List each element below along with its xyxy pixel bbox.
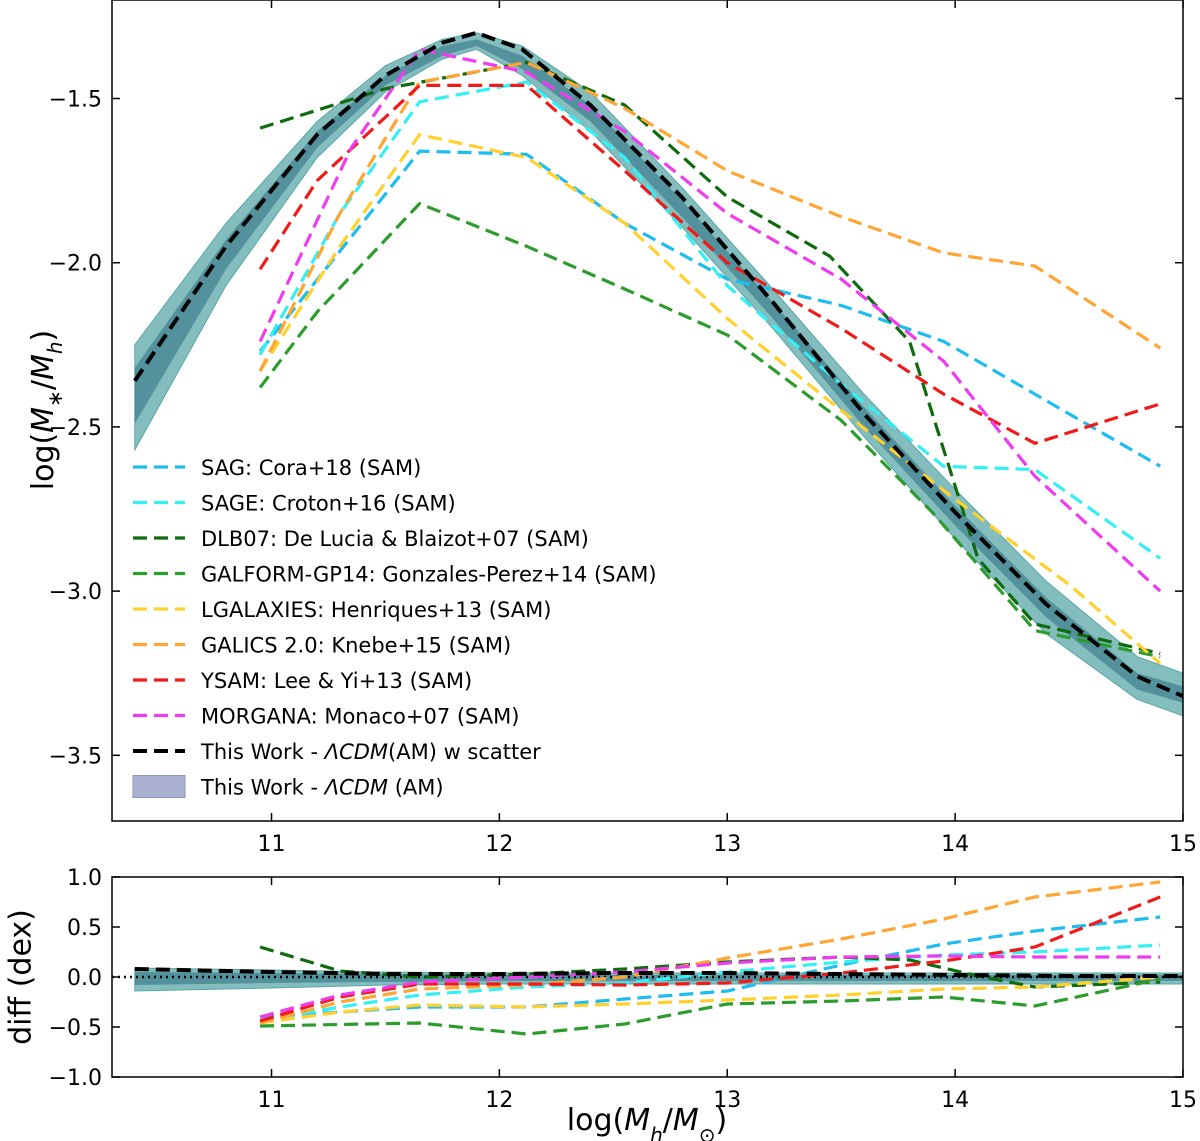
main-series-morgana-monaco-07-sam	[258, 47, 1162, 593]
main-band-outer	[134, 32, 1183, 717]
main-series-lgalaxies-henriques-13-sam	[258, 132, 1162, 665]
legend-label: LGALAXIES: Henriques+13 (SAM)	[201, 598, 551, 622]
diff-xtick-label: 11	[258, 1088, 286, 1113]
main-ytick-label: −1.5	[49, 88, 102, 113]
diff-ytick-label: 1.0	[67, 866, 102, 891]
main-xtick-label: 15	[1169, 832, 1197, 857]
legend-band-swatch	[132, 775, 186, 798]
legend-item-dlb07-de-lucia-blaizot-07-sam: DLB07: De Lucia & Blaizot+07 (SAM)	[133, 527, 589, 551]
diff-ticks: 11 12 13 14 15 1.0 0.5 0.0 −0.5 −1.0	[49, 866, 1197, 1113]
main-ytick-label: −3.5	[49, 744, 102, 769]
main-panel: 11 12 13 14 15 −1.5 −2.0 −2.5 −3.0 −3.5 log(M∗/Mh…	[26, 0, 1197, 857]
main-series-galics-2-0-knebe-15-sam	[258, 60, 1162, 372]
diff-x-axis-label: log(Mh/M⊙)	[567, 1103, 728, 1141]
main-ticks: 11 12 13 14 15 −1.5 −2.0 −2.5 −3.0 −3.5	[49, 0, 1197, 857]
legend-item-lgalaxies-henriques-13-sam: LGALAXIES: Henriques+13 (SAM)	[133, 598, 551, 622]
main-band	[134, 32, 1183, 717]
legend-label: DLB07: De Lucia & Blaizot+07 (SAM)	[201, 527, 589, 551]
main-ytick-label: −2.0	[49, 252, 102, 277]
legend-label: GALICS 2.0: Knebe+15 (SAM)	[201, 634, 511, 658]
diff-panel: 11 12 13 14 15 1.0 0.5 0.0 −0.5 −1.0 diff (dex) l…	[4, 866, 1198, 1141]
diff-series-galform-gp14-gonzales-perez-14-sam	[260, 977, 1161, 1036]
legend-item-band: This Work - ΛCDM (AM)	[132, 775, 444, 800]
main-series-sage-croton-16-sam	[258, 80, 1162, 560]
diff-ytick-label: −0.5	[49, 1016, 102, 1041]
diff-xtick-label: 12	[485, 1088, 513, 1113]
legend-item-this-work-cdm-am-w-scatter: This Work - ΛCDM(AM) w scatter	[133, 740, 541, 764]
main-xtick-label: 12	[485, 832, 513, 857]
legend-label: YSAM: Lee & Yi+13 (SAM)	[200, 669, 472, 693]
diff-series-morgana-monaco-07-sam	[259, 954, 1161, 1019]
main-series-dlb07-de-lucia-blaizot-07-sam	[259, 60, 1161, 656]
legend-item-ysam-lee-yi-13-sam: YSAM: Lee & Yi+13 (SAM)	[133, 669, 472, 693]
diff-xtick-label: 13	[713, 1088, 741, 1113]
legend-label: This Work - ΛCDM (AM)	[200, 776, 444, 800]
main-ytick-label: −3.0	[49, 580, 102, 605]
diff-series-this-work-cdm-am-w-scatter	[134, 967, 1183, 978]
legend-item-morgana-monaco-07-sam: MORGANA: Monaco+07 (SAM)	[133, 705, 519, 729]
legend-item-galics-2-0-knebe-15-sam: GALICS 2.0: Knebe+15 (SAM)	[133, 634, 511, 658]
diff-ytick-label: −1.0	[49, 1066, 102, 1091]
main-series	[133, 30, 1183, 699]
main-y-axis-label: log(M∗/Mh)	[26, 330, 67, 491]
diff-series-ysam-lee-yi-13-sam	[259, 895, 1161, 1023]
main-xtick-label: 14	[941, 832, 969, 857]
legend-label: GALFORM-GP14: Gonzales-Perez+14 (SAM)	[201, 563, 657, 587]
diff-y-axis-label: diff (dex)	[4, 909, 39, 1045]
main-series-sag-cora-18-sam	[258, 149, 1161, 468]
legend-label: SAGE: Croton+16 (SAM)	[201, 492, 456, 516]
diff-ytick-label: 0.0	[67, 966, 102, 991]
diff-xtick-label: 14	[941, 1088, 969, 1113]
diff-series	[134, 880, 1183, 1036]
diff-xtick-label: 15	[1169, 1088, 1197, 1113]
legend-item-galform-gp14-gonzales-perez-14-sam: GALFORM-GP14: Gonzales-Perez+14 (SAM)	[133, 563, 657, 587]
main-xtick-label: 11	[258, 832, 286, 857]
diff-ytick-label: 0.5	[67, 916, 102, 941]
main-xtick-label: 13	[713, 832, 741, 857]
legend-label: MORGANA: Monaco+07 (SAM)	[201, 705, 519, 729]
main-band-inner	[134, 39, 1183, 703]
legend-item-sag-cora-18-sam: SAG: Cora+18 (SAM)	[133, 456, 421, 480]
main-ytick-label: −2.5	[49, 416, 102, 441]
legend-item-sage-croton-16-sam: SAGE: Croton+16 (SAM)	[133, 492, 456, 516]
main-series-ysam-lee-yi-13-sam	[258, 83, 1161, 446]
main-series-this-work-cdm-am-w-scatter	[133, 30, 1183, 699]
legend-label: SAG: Cora+18 (SAM)	[201, 456, 421, 480]
main-series-galform-gp14-gonzales-perez-14-sam	[258, 201, 1161, 659]
legend: SAG: Cora+18 (SAM) SAGE: Croton+16 (SAM) D…	[132, 456, 657, 800]
main-axes-frame	[111, 0, 1184, 822]
legend-label: This Work - ΛCDM(AM) w scatter	[200, 740, 541, 764]
